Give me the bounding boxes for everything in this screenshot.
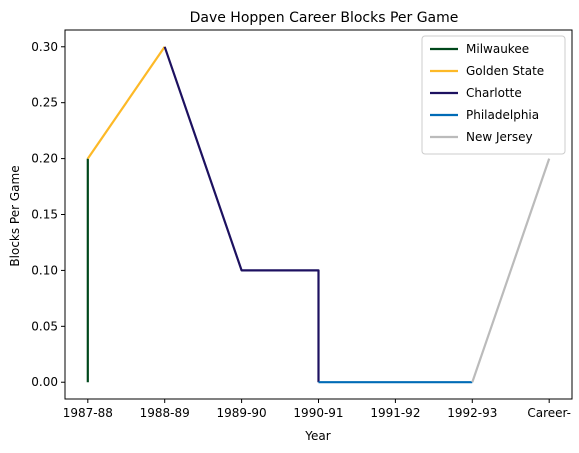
- legend-label: Milwaukee: [466, 42, 529, 56]
- x-tick-label: 1988-89: [140, 406, 190, 420]
- y-tick-label: 0.10: [31, 263, 58, 277]
- series-line-charlotte: [163, 46, 320, 383]
- y-tick-label: 0.00: [31, 375, 58, 389]
- series-layer: [86, 46, 551, 384]
- x-tick-label: Career-: [527, 406, 571, 420]
- legend-label: New Jersey: [466, 130, 533, 144]
- legend: Milwaukee Golden State Charlotte Philadelph…: [421, 35, 566, 155]
- y-tick-label: 0.20: [31, 152, 58, 166]
- x-tick-label: 1989-90: [217, 406, 267, 420]
- x-tick-label: 1990-91: [293, 406, 343, 420]
- legend-label: Philadelphia: [466, 108, 539, 122]
- x-tick-label: 1992-93: [447, 406, 497, 420]
- y-tick-label: 0.05: [31, 319, 58, 333]
- x-tick-label: 1987-88: [63, 406, 113, 420]
- y-tick-label: 0.25: [31, 96, 58, 110]
- x-axis-label: Year: [304, 429, 330, 443]
- legend-label: Golden State: [466, 64, 544, 78]
- chart-title: Dave Hoppen Career Blocks Per Game: [190, 10, 459, 26]
- series-line-golden-state: [86, 46, 166, 160]
- y-axis-label: Blocks Per Game: [8, 165, 22, 266]
- y-tick-label: 0.15: [31, 208, 58, 222]
- legend-frame: [421, 35, 566, 155]
- axes-layer: 0.00 0.05 0.10 0.15 0.20 0.25 0.30 1987-88 1988-…: [31, 29, 573, 420]
- x-tick-label: 1991-92: [370, 406, 420, 420]
- y-tick-label: 0.30: [31, 40, 58, 54]
- series-line-new-jersey: [471, 158, 551, 383]
- legend-label: Charlotte: [466, 86, 522, 100]
